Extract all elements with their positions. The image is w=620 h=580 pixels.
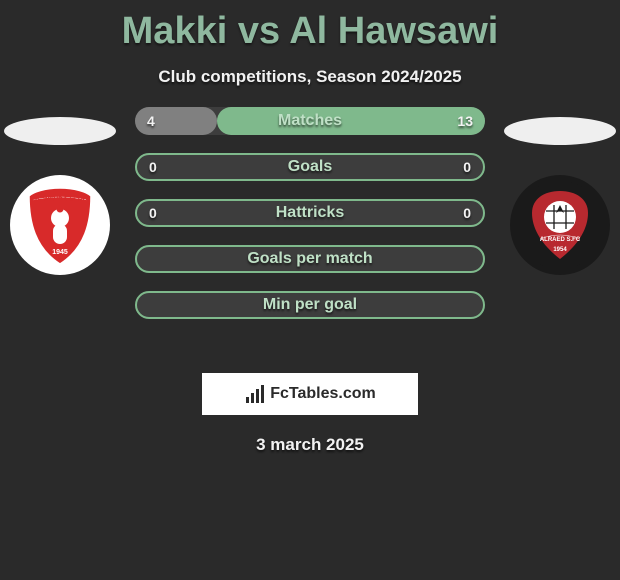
- left-player-column: AL WEHDA CLUB 1945: [0, 107, 120, 357]
- stat-label: Goals per match: [247, 250, 372, 268]
- stats-column: 4 13 Matches 0 0 Goals 0 0 Hattricks Goals per ma…: [135, 107, 485, 319]
- season-subtitle: Club competitions, Season 2024/2025: [0, 67, 620, 87]
- stat-bar: Goals per match: [135, 245, 485, 273]
- stat-fill-right: [217, 107, 485, 135]
- watermark-text: FcTables.com: [270, 385, 376, 403]
- page-title: Makki vs Al Hawsawi: [0, 0, 620, 53]
- stat-label: Matches: [278, 112, 342, 130]
- stat-bar: Min per goal: [135, 291, 485, 319]
- stat-value-right: 13: [457, 113, 473, 129]
- stat-value-left: 4: [147, 113, 155, 129]
- shield-icon: AL WEHDA CLUB 1945: [17, 182, 103, 268]
- watermark: FcTables.com: [202, 373, 418, 415]
- stat-value-left: 0: [149, 159, 157, 175]
- bar-chart-icon: [244, 383, 266, 405]
- stat-label: Goals: [288, 158, 332, 176]
- stat-value-left: 0: [149, 205, 157, 221]
- left-club-badge: AL WEHDA CLUB 1945: [10, 175, 110, 275]
- right-player-silhouette-head: [504, 117, 616, 145]
- svg-text:ALRAED S.FC: ALRAED S.FC: [540, 237, 581, 243]
- date-label: 3 march 2025: [0, 435, 620, 455]
- stat-bar: 0 0 Hattricks: [135, 199, 485, 227]
- stat-label: Min per goal: [263, 296, 357, 314]
- emblem-icon: ALRAED S.FC 1954: [514, 179, 606, 271]
- stat-bar: 4 13 Matches: [135, 107, 485, 135]
- right-club-badge: ALRAED S.FC 1954: [510, 175, 610, 275]
- right-player-column: ALRAED S.FC 1954: [500, 107, 620, 357]
- stat-label: Hattricks: [276, 204, 344, 222]
- stat-value-right: 0: [463, 159, 471, 175]
- svg-text:1954: 1954: [553, 247, 567, 253]
- svg-text:AL WEHDA CLUB: AL WEHDA CLUB: [33, 196, 88, 203]
- left-player-silhouette-head: [4, 117, 116, 145]
- stat-value-right: 0: [463, 205, 471, 221]
- comparison-area: AL WEHDA CLUB 1945 ALRAED S.FC 1954: [0, 107, 620, 357]
- svg-text:1945: 1945: [52, 249, 68, 256]
- stat-bar: 0 0 Goals: [135, 153, 485, 181]
